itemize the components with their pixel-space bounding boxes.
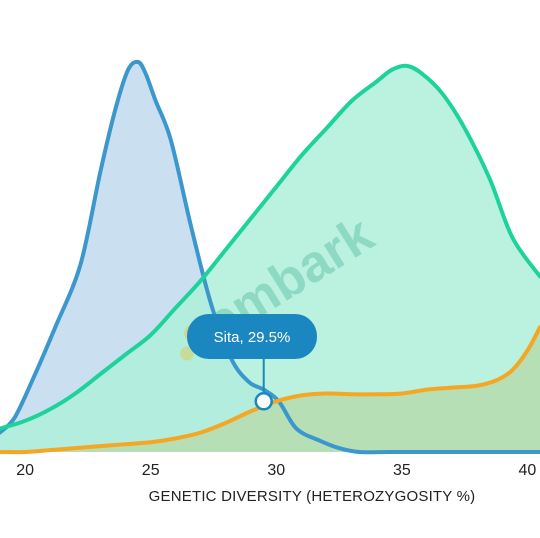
series-line-2 [0,63,540,431]
series-line-3 [0,325,540,455]
sample-tooltip: Sita, 29.5% [187,314,317,411]
series-line-1 [0,59,540,455]
sample-marker[interactable] [254,392,273,411]
series-area-3 [0,327,540,453]
series-area-2 [0,65,540,453]
x-tick-label: 25 [142,462,160,479]
x-axis-title: GENETIC DIVERSITY (HETEROZYGOSITY %) [149,488,476,505]
x-tick-label: 30 [267,462,285,479]
x-tick-label: 40 [519,462,537,479]
series-lines [0,59,540,455]
tooltip-label: Sita, 29.5% [214,329,291,346]
x-axis-ticks: 20 25 30 35 40 [16,462,536,479]
tooltip-bubble [187,314,317,359]
x-tick-label: 35 [393,462,411,479]
x-tick-label: 20 [16,462,34,479]
watermark-leaf-icon-small [180,346,195,361]
series-areas [0,61,540,453]
